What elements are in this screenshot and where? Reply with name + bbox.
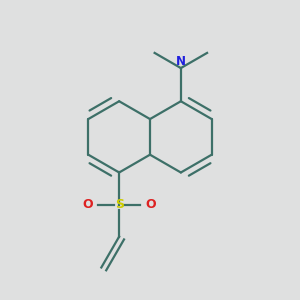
- Text: O: O: [82, 198, 93, 211]
- Text: N: N: [176, 55, 186, 68]
- Text: S: S: [115, 198, 124, 211]
- Text: O: O: [145, 198, 156, 211]
